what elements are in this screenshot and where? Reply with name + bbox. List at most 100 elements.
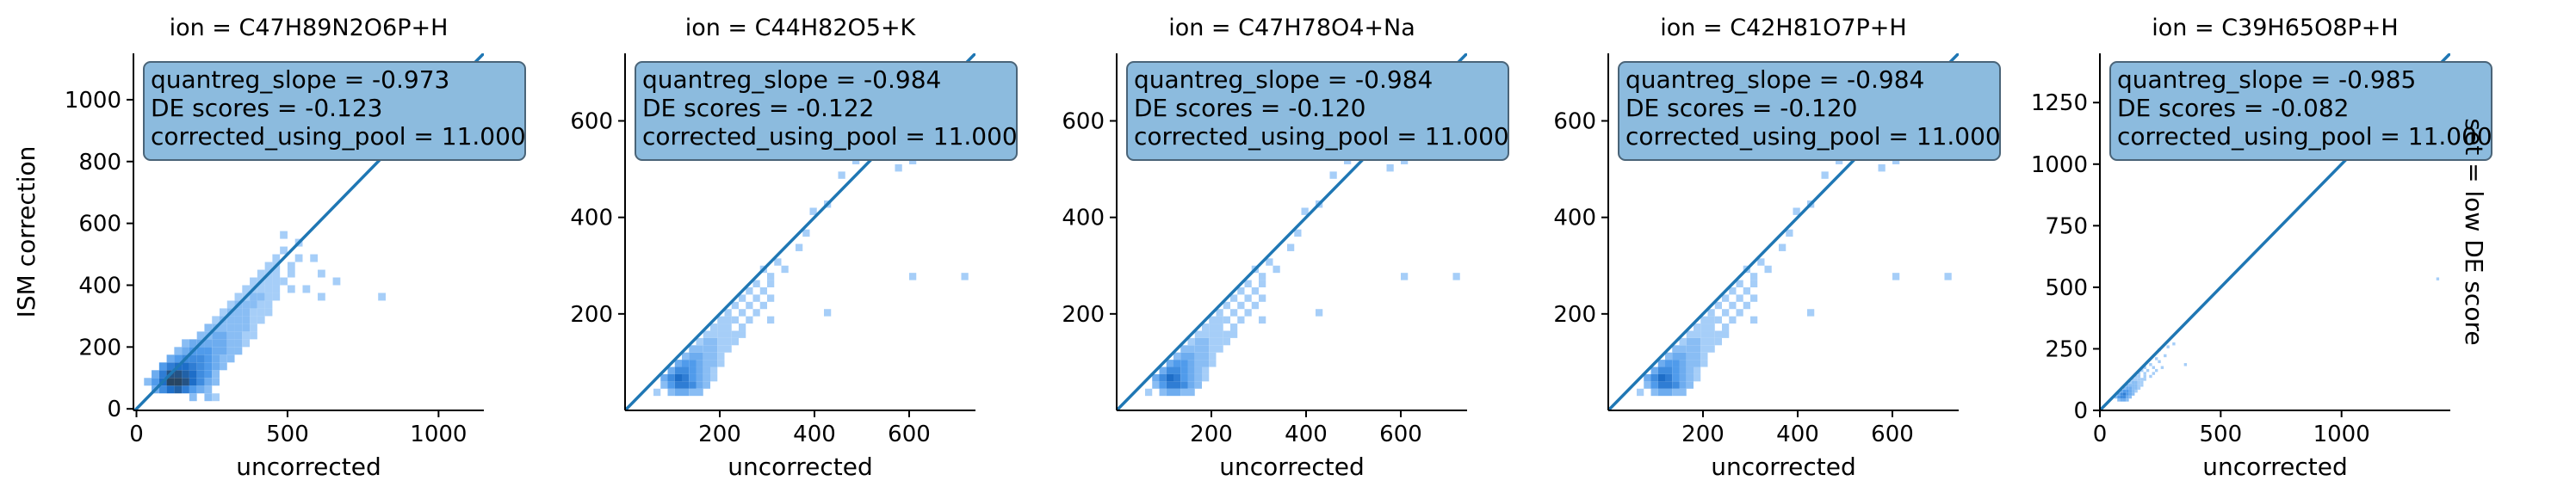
heatmap-bin bbox=[302, 285, 311, 293]
heatmap-bin bbox=[2132, 380, 2135, 385]
heatmap-bin bbox=[250, 331, 257, 340]
x-tick-label: 400 bbox=[1776, 422, 1819, 447]
heatmap-bin bbox=[1644, 373, 1651, 382]
heatmap-bin bbox=[318, 293, 325, 301]
heatmap-bin bbox=[2122, 395, 2127, 399]
heatmap-bin bbox=[226, 354, 235, 363]
row-facet-label: set = low DE score bbox=[2460, 118, 2488, 345]
heatmap-bin bbox=[2128, 389, 2133, 393]
heatmap-bin bbox=[1644, 381, 1651, 389]
heatmap-bin bbox=[767, 273, 775, 280]
heatmap-bin bbox=[196, 331, 205, 340]
heatmap-bin bbox=[1679, 373, 1687, 382]
heatmap-bin bbox=[196, 362, 205, 371]
heatmap-bin bbox=[204, 370, 213, 379]
heatmap-bin bbox=[1166, 388, 1173, 397]
heatmap-bin bbox=[961, 273, 969, 280]
heatmap-bin bbox=[1230, 294, 1238, 302]
heatmap-bin bbox=[250, 323, 257, 332]
heatmap-bin bbox=[1187, 381, 1195, 389]
heatmap-bin bbox=[667, 388, 675, 397]
heatmap-bin bbox=[1793, 207, 1800, 215]
heatmap-bin bbox=[696, 388, 703, 397]
heatmap-bin bbox=[1216, 330, 1223, 338]
heatmap-bin bbox=[204, 347, 213, 355]
heatmap-bin bbox=[212, 339, 220, 348]
heatmap-bin bbox=[752, 294, 760, 302]
heatmap-bin bbox=[1251, 301, 1259, 310]
y-tick-label: 250 bbox=[2045, 336, 2088, 362]
x-axis-label: uncorrected bbox=[1711, 453, 1856, 481]
heatmap-bin bbox=[1650, 381, 1658, 389]
heatmap-bin bbox=[234, 308, 243, 317]
x-axis-label: uncorrected bbox=[1219, 453, 1365, 481]
heatmap-bin bbox=[1807, 309, 1815, 317]
heatmap-bin bbox=[1159, 367, 1167, 374]
heatmap-bin bbox=[731, 301, 739, 310]
heatmap-bin bbox=[2134, 389, 2138, 393]
heatmap-bin bbox=[710, 323, 718, 331]
heatmap-bin bbox=[703, 373, 710, 382]
heatmap-bin bbox=[226, 339, 235, 348]
y-tick-label: 200 bbox=[570, 302, 613, 328]
x-tick-label: 600 bbox=[888, 422, 931, 447]
heatmap-bin bbox=[703, 381, 710, 389]
heatmap-bin bbox=[682, 381, 690, 389]
heatmap-bin bbox=[2126, 395, 2129, 399]
heatmap-bin bbox=[1180, 352, 1188, 360]
heatmap-bin bbox=[2137, 372, 2141, 375]
heatmap-bin bbox=[660, 373, 668, 382]
heatmap-bin bbox=[1316, 309, 1323, 317]
x-axis-label: uncorrected bbox=[236, 453, 381, 481]
stats-line: DE scores = -0.120 bbox=[1625, 94, 1858, 122]
heatmap-bin bbox=[1700, 337, 1708, 346]
heatmap-bin bbox=[1722, 323, 1730, 331]
heatmap-bin bbox=[1694, 330, 1701, 338]
heatmap-bin bbox=[682, 373, 690, 382]
heatmap-bin bbox=[1665, 352, 1673, 360]
stats-line: quantreg_slope = -0.984 bbox=[642, 65, 941, 94]
heatmap-bin bbox=[746, 286, 753, 295]
y-tick-label: 800 bbox=[78, 150, 121, 176]
stats-line: quantreg_slope = -0.984 bbox=[1134, 65, 1433, 94]
heatmap-bin bbox=[674, 388, 682, 397]
heatmap-bin bbox=[294, 254, 303, 262]
heatmap-bin bbox=[717, 316, 725, 324]
heatmap-bin bbox=[1194, 345, 1202, 353]
heatmap-bin bbox=[1329, 171, 1337, 179]
heatmap-bin bbox=[1672, 345, 1680, 353]
heatmap-bin bbox=[2117, 398, 2121, 402]
heatmap-bin bbox=[2143, 366, 2146, 369]
heatmap-bin bbox=[1187, 345, 1195, 353]
heatmap-bin bbox=[182, 370, 189, 379]
heatmap-bin bbox=[189, 378, 197, 386]
heatmap-bin bbox=[1650, 373, 1658, 382]
heatmap-bin bbox=[250, 316, 257, 324]
heatmap-bin bbox=[182, 347, 189, 355]
heatmap-bin bbox=[717, 337, 725, 346]
heatmap-bin bbox=[1294, 229, 1302, 237]
heatmap-bin bbox=[696, 360, 703, 367]
heatmap-bin bbox=[703, 360, 710, 367]
heatmap-bin bbox=[1700, 352, 1708, 360]
heatmap-bin bbox=[1679, 381, 1687, 389]
heatmap-bin bbox=[196, 385, 205, 394]
heatmap-bin bbox=[280, 277, 288, 286]
heatmap-bin bbox=[152, 370, 159, 379]
y-tick-label: 500 bbox=[2045, 275, 2088, 301]
heatmap-bin bbox=[242, 300, 251, 309]
heatmap-bin bbox=[696, 345, 703, 353]
heatmap-bin bbox=[667, 367, 675, 374]
heatmap-bin bbox=[196, 354, 205, 363]
stats-box bbox=[2109, 61, 2492, 161]
plot-area bbox=[625, 53, 975, 410]
heatmap-bin bbox=[1736, 309, 1743, 317]
heatmap-bin bbox=[272, 254, 281, 262]
heatmap-bin bbox=[1386, 163, 1394, 172]
heatmap-bin bbox=[2140, 378, 2144, 381]
y-tick-label: 600 bbox=[1062, 109, 1105, 135]
heatmap-bin bbox=[1722, 294, 1730, 302]
heatmap-bin bbox=[1180, 381, 1188, 389]
heatmap-bin bbox=[1694, 323, 1701, 331]
